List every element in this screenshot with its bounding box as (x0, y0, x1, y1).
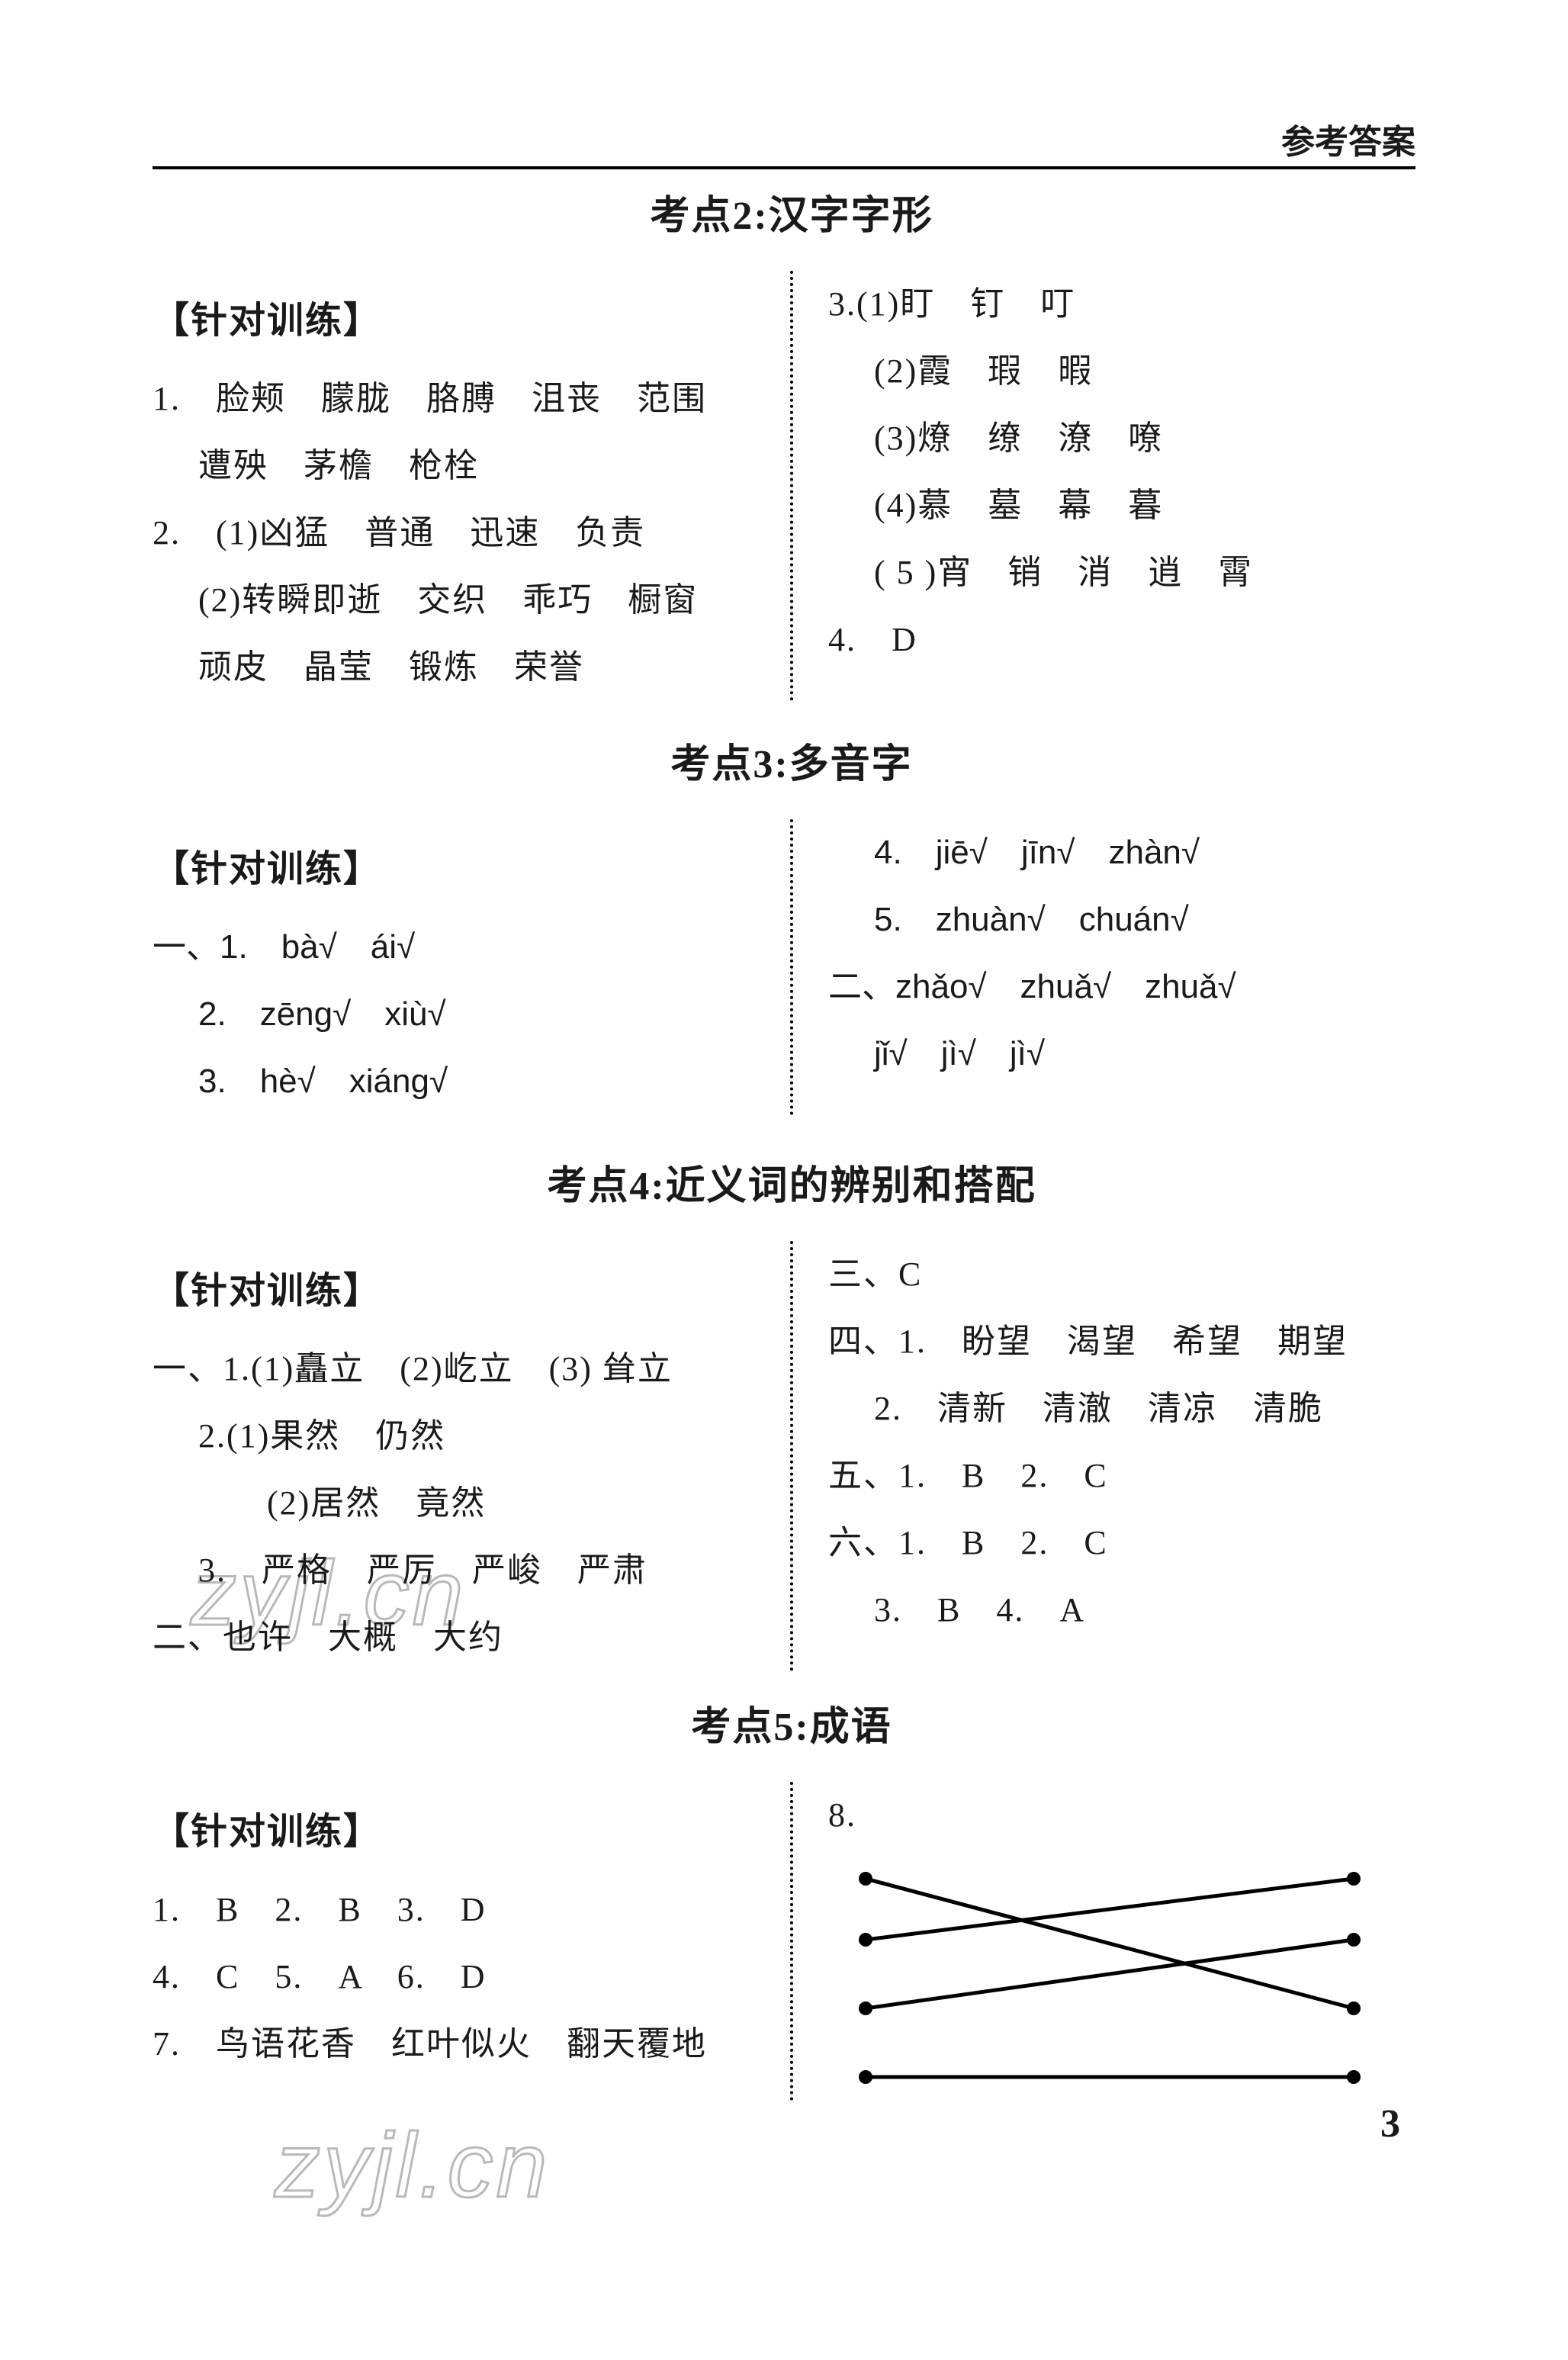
s5-l2: 4. C 5. A 6. D (153, 1944, 755, 2011)
s4-r2: 四、1. 盼望 渴望 希望 期望 (828, 1308, 1431, 1375)
match-dot-left (859, 2070, 872, 2084)
section-4-body: 【针对训练】 一、1.(1)矗立 (2)屹立 (3) 耸立 2.(1)果然 仍然… (153, 1241, 1431, 1671)
match-dot-left (859, 1872, 872, 1886)
section-4-title: 考点4:近义词的辨别和搭配 (153, 1153, 1431, 1211)
section-3-title: 考点3:多音字 (153, 731, 1431, 789)
match-dot-right (1347, 1872, 1361, 1886)
match-dot-left (859, 1933, 872, 1947)
s5-l3: 7. 鸟语花香 红叶似火 翻天覆地 (153, 2011, 755, 2078)
match-dot-left (859, 2001, 872, 2015)
s2-l2: 2. (1)凶猛 普通 迅速 负责 (153, 500, 755, 567)
s4-r4b: 3. B 4. A (828, 1577, 1431, 1644)
s5-l1: 1. B 2. B 3. D (153, 1876, 755, 1944)
section-2-title: 考点2:汉字字形 (153, 183, 1431, 240)
practice-heading: 【针对训练】 (153, 285, 755, 358)
col-divider (790, 271, 793, 701)
page-number: 3 (1380, 2101, 1400, 2146)
s2-r6: 4. D (828, 606, 1431, 674)
s4-l3: 3. 严格 严厉 严峻 严肃 (153, 1537, 755, 1604)
section-5-title: 考点5:成语 (153, 1694, 1431, 1751)
s3-r3: 二、zhǎo√ zhuǎ√ zhuǎ√ (828, 953, 1431, 1021)
s4-r4: 六、1. B 2. C (828, 1510, 1431, 1577)
match-dot-right (1347, 2001, 1361, 2015)
practice-heading: 【针对训练】 (153, 1255, 755, 1328)
s2-r2: (2)霞 瑕 暇 (828, 338, 1431, 405)
header-answer-label: 参考答案 (1281, 114, 1415, 163)
s4-l1: 一、1.(1)矗立 (2)屹立 (3) 耸立 (153, 1336, 755, 1403)
section-2-body: 【针对训练】 1. 脸颊 朦胧 胳膊 沮丧 范围 遭殃 茅檐 枪栓 2. (1)… (153, 271, 1431, 701)
s2-r4: (4)慕 墓 幕 暮 (828, 472, 1431, 539)
s4-l2b: (2)居然 竟然 (153, 1470, 755, 1537)
s3-r2: 5. zhuàn√ chuán√ (828, 886, 1431, 953)
s4-r1: 三、C (828, 1241, 1431, 1308)
s2-l2b: (2)转瞬即逝 交织 乖巧 橱窗 (153, 567, 755, 634)
s2-r3: (3)燎 缭 潦 嘹 (828, 405, 1431, 472)
s3-l1: 一、1. bà√ ái√ (153, 914, 755, 981)
section-5-body: 【针对训练】 1. B 2. B 3. D 4. C 5. A 6. D 7. … (153, 1782, 1431, 2101)
s2-r5: ( 5 )宵 销 消 逍 霄 (828, 539, 1431, 606)
s3-l3: 3. hè√ xiáng√ (153, 1048, 755, 1115)
watermark-icon: zyjl.cn (275, 2113, 550, 2218)
s2-l1: 1. 脸颊 朦胧 胳膊 沮丧 范围 (153, 365, 755, 432)
s4-r3: 五、1. B 2. C (828, 1442, 1431, 1510)
match-dot-right (1347, 1933, 1361, 1947)
header-rule (153, 166, 1415, 169)
s3-l2: 2. zēng√ xiù√ (153, 981, 755, 1048)
practice-heading: 【针对训练】 (153, 833, 755, 906)
s2-l2c: 顽皮 晶莹 锻炼 荣誉 (153, 634, 755, 701)
s3-r4: jǐ√ jì√ jì√ (828, 1021, 1431, 1088)
match-dot-right (1347, 2070, 1361, 2084)
practice-heading: 【针对训练】 (153, 1796, 755, 1869)
section-3-body: 【针对训练】 一、1. bà√ ái√ 2. zēng√ xiù√ 3. hè√… (153, 819, 1431, 1115)
s5-r1: 8. (828, 1782, 1431, 1849)
col-divider (790, 819, 793, 1115)
s2-l1b: 遭殃 茅檐 枪栓 (153, 432, 755, 500)
col-divider (790, 1782, 793, 2101)
s4-l4: 二、也许 大概 大约 (153, 1604, 755, 1671)
matching-diagram (828, 1849, 1377, 2101)
s4-l2: 2.(1)果然 仍然 (153, 1403, 755, 1470)
s4-r2b: 2. 清新 清澈 清凉 清脆 (828, 1375, 1431, 1442)
s3-r1: 4. jiē√ jīn√ zhàn√ (828, 819, 1431, 886)
s2-r1: 3.(1)盯 钉 叮 (828, 271, 1431, 338)
col-divider (790, 1241, 793, 1671)
